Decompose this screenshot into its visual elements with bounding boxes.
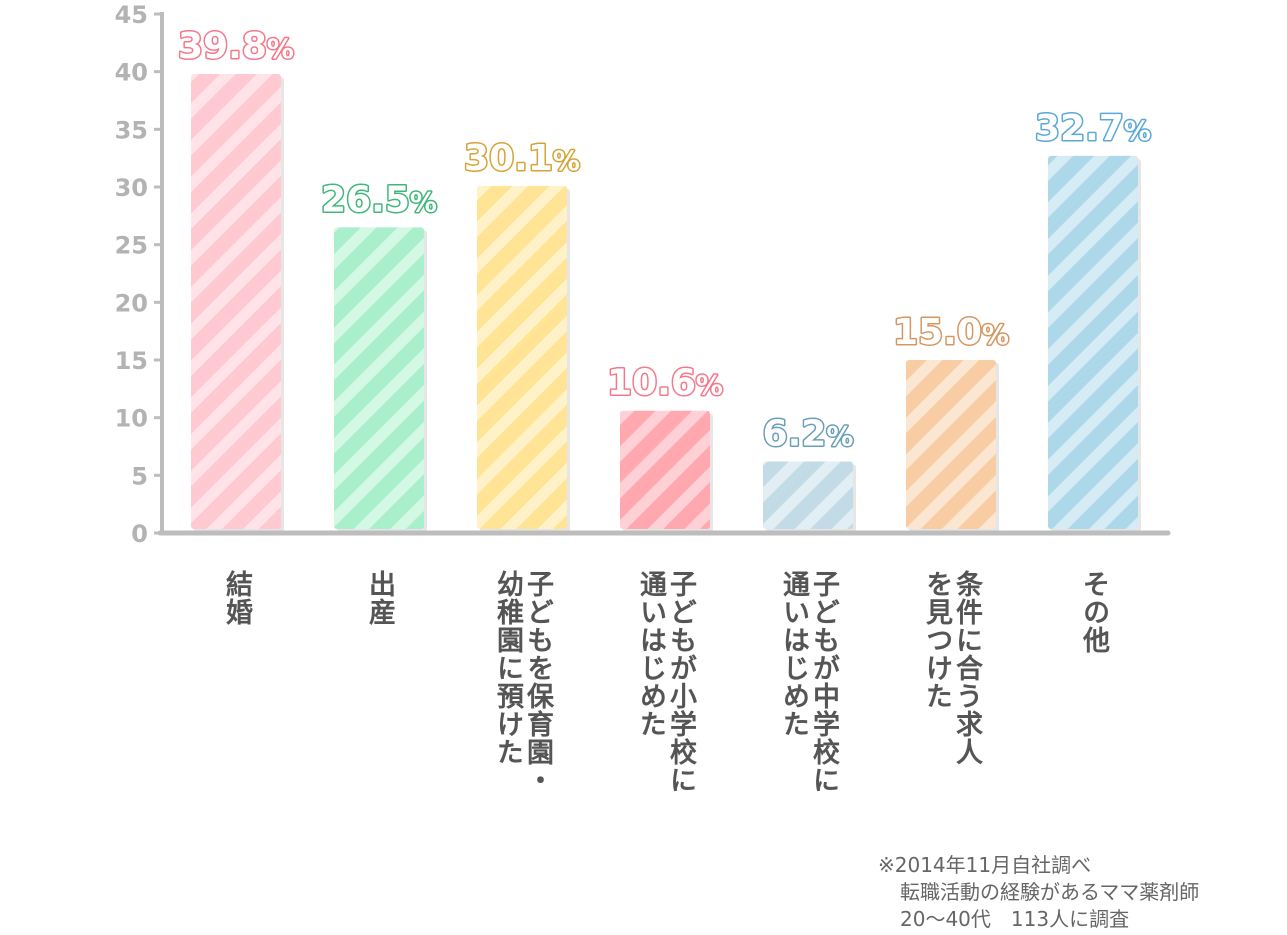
bar	[477, 185, 567, 529]
bar	[191, 73, 281, 530]
data-label: 32.7%	[1035, 108, 1151, 149]
y-tick-label: 35	[115, 116, 148, 144]
x-tick-label: その他	[1078, 570, 1109, 654]
x-tick-label: 結婚	[221, 570, 252, 626]
note-line-3: 20～40代 113人に調査	[900, 907, 1130, 931]
y-tick-label: 5	[131, 462, 148, 490]
y-tick-label: 20	[115, 289, 148, 317]
bar	[763, 461, 853, 529]
bar	[334, 227, 424, 529]
value-labels: 39.8% 26.5% 30.1% 10.6% 6.2% 15.0% 32.7%	[177, 24, 1153, 456]
note-line-1: ※2014年11月自社調べ	[878, 853, 1092, 877]
data-label: 39.8%	[178, 26, 294, 67]
data-label: 6.2%	[763, 413, 854, 454]
y-tick-label: 40	[115, 59, 148, 87]
y-tick-label: 45	[115, 1, 148, 29]
x-tick-label: 子どもを保育園・ 幼稚園に預けた	[492, 570, 553, 794]
data-label: 26.5%	[321, 179, 437, 220]
x-tick-label: 条件に合う求人 を見つけた	[921, 570, 982, 766]
y-tick-label: 10	[115, 405, 148, 433]
bars	[191, 73, 1141, 533]
y-tick-label: 15	[115, 347, 148, 375]
survey-note: ※2014年11月自社調べ 転職活動の経験があるママ薬剤師 20～40代 113…	[878, 852, 1278, 933]
y-tick-label: 25	[115, 232, 148, 260]
note-line-2: 転職活動の経験があるママ薬剤師	[900, 880, 1200, 904]
y-tick-label: 0	[131, 520, 148, 548]
x-tick-label: 出産	[364, 570, 395, 626]
x-tick-label: 子どもが小学校に 通いはじめた	[635, 570, 696, 794]
data-label: 10.6%	[607, 363, 723, 404]
data-label: 30.1%	[464, 138, 580, 179]
bar	[1048, 155, 1138, 530]
bar	[906, 360, 996, 529]
bar	[620, 410, 710, 529]
x-tick-label: 子どもが中学校に 通いはじめた	[778, 570, 839, 794]
y-axis-ticks: 0 5 10 15 20 25 30 35 40 45	[115, 1, 162, 548]
data-label: 15.0%	[893, 312, 1009, 353]
y-tick-label: 30	[115, 174, 148, 202]
